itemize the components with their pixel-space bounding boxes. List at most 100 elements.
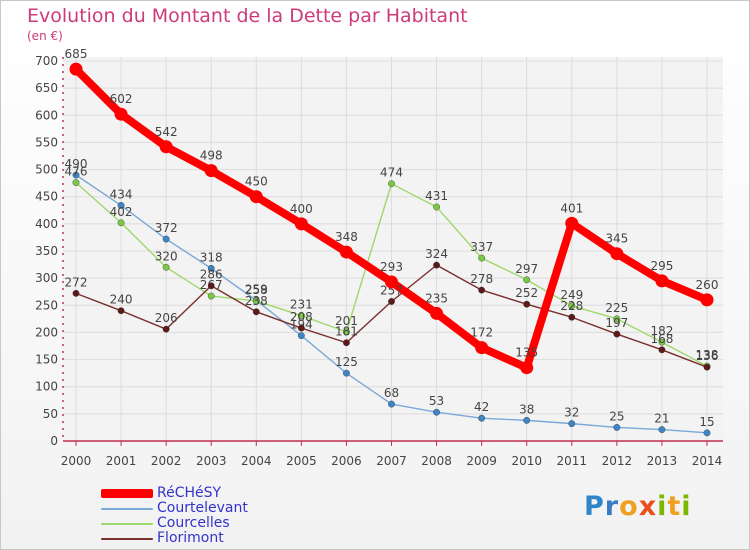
y-tick-label: 200 [35,325,58,339]
data-label: 320 [155,249,178,263]
y-tick-label: 650 [35,81,58,95]
y-tick-label: 550 [35,135,58,149]
data-label: 295 [650,259,673,273]
x-tick-label: 2003 [196,454,227,468]
data-point [433,261,440,269]
data-point [204,164,218,178]
legend-item: Courcelles [101,516,248,531]
data-point [343,369,350,377]
y-tick-label: 500 [35,163,58,177]
data-point [117,219,125,227]
unit-label: (en €) [27,29,63,43]
x-tick-label: 2013 [647,454,678,468]
data-point [162,235,170,243]
x-tick-label: 2008 [421,454,452,468]
data-point [523,416,531,424]
x-tick-label: 2014 [692,454,723,468]
data-label: 181 [335,325,358,339]
data-point [433,408,440,416]
data-label: 542 [155,125,178,139]
data-label: 372 [155,221,178,235]
data-label: 272 [65,275,88,289]
data-point [207,264,215,272]
data-label: 201 [335,314,358,328]
data-point [658,338,666,346]
legend-swatch [101,537,153,540]
data-point [249,190,263,204]
data-label: 225 [605,301,628,315]
data-point [69,62,83,76]
data-point [117,201,125,209]
data-label: 318 [200,250,223,264]
data-label: 21 [654,412,669,426]
data-point [700,293,714,307]
data-point [523,300,531,308]
data-label: 136 [696,349,719,363]
data-point [478,286,486,294]
data-label: 402 [110,205,133,219]
legend-swatch [101,507,153,510]
y-tick-label: 0 [50,434,58,448]
data-label: 258 [245,283,268,297]
data-label: 172 [470,326,493,340]
data-point [343,328,350,336]
data-label: 297 [515,262,538,276]
y-tick-label: 50 [43,407,58,421]
y-tick-label: 250 [35,298,58,312]
data-label: 194 [290,318,313,332]
data-point [388,400,395,408]
legend-item: Courtelevant [101,501,248,516]
data-label: 685 [65,47,88,61]
logo-letter: x [638,491,658,522]
data-label: 602 [110,92,133,106]
x-tick-label: 2002 [151,454,182,468]
data-label: 257 [380,283,403,297]
data-point [297,312,305,319]
data-point [568,313,576,321]
y-tick-label: 600 [35,108,58,122]
data-label: 431 [425,189,448,203]
data-point [568,302,576,310]
data-point [433,203,440,211]
data-point [162,325,170,333]
data-point [294,217,308,231]
x-tick-label: 2006 [331,454,362,468]
data-label: 182 [650,324,673,338]
data-label: 228 [560,299,583,313]
data-point [658,346,666,354]
chart-legend: RéCHéSY Courtelevant Courcelles Florimont [101,486,248,546]
data-point [159,140,173,154]
data-point [388,298,395,305]
x-tick-label: 2007 [376,454,407,468]
data-label: 249 [560,288,583,302]
data-point [655,274,669,288]
x-tick-label: 2011 [557,454,588,468]
x-tick-label: 2000 [61,454,92,468]
data-label: 337 [470,240,493,254]
data-label: 259 [245,282,268,296]
data-label: 238 [245,294,268,308]
data-point [388,180,395,188]
data-label: 231 [290,298,313,312]
data-point [658,426,666,433]
data-point [162,263,170,271]
x-tick-label: 2012 [602,454,633,468]
data-point [475,341,489,355]
data-label: 206 [155,311,178,325]
data-label: 260 [696,278,719,292]
x-tick-label: 2001 [106,454,137,468]
data-point [703,429,711,437]
data-point [568,420,576,428]
data-point [252,297,260,305]
data-point [385,275,398,289]
data-label: 68 [384,386,399,400]
chart-title: Evolution du Montant de la Dette par Hab… [27,5,468,27]
legend-item: RéCHéSY [101,486,248,501]
x-tick-label: 2009 [466,454,497,468]
data-label: 252 [515,286,538,300]
proxiti-logo: Proxiti [584,491,692,522]
logo-letter: r [604,491,620,522]
x-tick-label: 2010 [511,454,542,468]
legend-label: Courtelevant [157,500,248,516]
data-label: 450 [245,175,268,189]
